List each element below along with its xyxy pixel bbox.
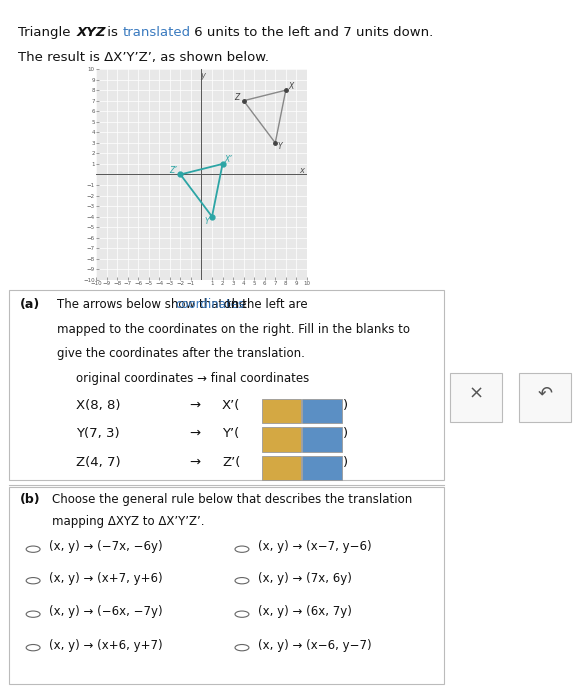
Text: XYZ: XYZ [77, 26, 106, 39]
Circle shape [26, 578, 40, 584]
Text: Z’(: Z’( [222, 455, 241, 468]
Text: mapping ΔXYZ to ΔX’Y’Z’.: mapping ΔXYZ to ΔX’Y’Z’. [53, 515, 205, 528]
Text: (b): (b) [20, 493, 40, 506]
Text: translated: translated [123, 26, 191, 39]
FancyBboxPatch shape [303, 399, 342, 423]
Text: 6 units to the left and 7 units down.: 6 units to the left and 7 units down. [190, 26, 434, 39]
Text: X’: X’ [224, 155, 232, 164]
Circle shape [26, 645, 40, 651]
Text: →: → [189, 427, 200, 440]
Text: ): ) [342, 399, 347, 412]
Text: (a): (a) [20, 298, 40, 311]
Text: coordinates: coordinates [175, 298, 244, 311]
FancyBboxPatch shape [262, 455, 301, 480]
Text: ×: × [468, 385, 484, 403]
FancyBboxPatch shape [262, 399, 301, 423]
Text: give the coordinates after the translation.: give the coordinates after the translati… [57, 347, 304, 360]
Text: Writing a rule to describe: Writing a rule to describe [47, 7, 179, 17]
Text: ↶: ↶ [537, 385, 552, 403]
Text: mapped to the coordinates on the right. Fill in the blanks to: mapped to the coordinates on the right. … [57, 323, 409, 336]
Text: X’(: X’( [222, 399, 241, 412]
Text: is: is [103, 26, 121, 39]
Text: (x, y) → (7x, 6y): (x, y) → (7x, 6y) [258, 572, 352, 585]
Text: Y: Y [277, 142, 282, 151]
Circle shape [26, 546, 40, 552]
Text: (x, y) → (x−7, y−6): (x, y) → (x−7, y−6) [258, 540, 371, 553]
Text: Z’: Z’ [169, 167, 176, 176]
Text: Y(7, 3): Y(7, 3) [76, 427, 120, 440]
FancyBboxPatch shape [519, 373, 572, 422]
Circle shape [235, 611, 249, 617]
Text: Triangle: Triangle [18, 26, 74, 39]
Text: (x, y) → (6x, 7y): (x, y) → (6x, 7y) [258, 605, 352, 618]
Text: Choose the general rule below that describes the translation: Choose the general rule below that descr… [53, 493, 412, 506]
Circle shape [235, 578, 249, 584]
Text: The arrows below show that the: The arrows below show that the [57, 298, 250, 311]
Text: Z(4, 7): Z(4, 7) [76, 455, 121, 468]
Text: on the left are: on the left are [220, 298, 307, 311]
Text: ): ) [342, 455, 347, 468]
Text: Z: Z [234, 93, 239, 102]
Text: X(8, 8): X(8, 8) [76, 399, 121, 412]
Text: (x, y) → (x+6, y+7): (x, y) → (x+6, y+7) [49, 638, 162, 652]
FancyBboxPatch shape [262, 427, 301, 452]
Text: (x, y) → (x+7, y+6): (x, y) → (x+7, y+6) [49, 572, 162, 585]
Text: Y’: Y’ [204, 217, 211, 226]
Text: x: x [299, 167, 304, 176]
Text: original coordinates → final coordinates: original coordinates → final coordinates [76, 372, 310, 385]
Text: →: → [189, 399, 200, 412]
FancyBboxPatch shape [303, 455, 342, 480]
FancyBboxPatch shape [9, 487, 444, 684]
Text: Y’(: Y’( [222, 427, 239, 440]
FancyBboxPatch shape [9, 290, 444, 480]
Text: (x, y) → (−6x, −7y): (x, y) → (−6x, −7y) [49, 605, 162, 618]
Circle shape [235, 546, 249, 552]
Text: X: X [288, 82, 293, 91]
Text: (x, y) → (−7x, −6y): (x, y) → (−7x, −6y) [49, 540, 162, 553]
Circle shape [26, 611, 40, 617]
Circle shape [235, 645, 249, 651]
Text: ∨: ∨ [20, 7, 29, 17]
Text: (x, y) → (x−6, y−7): (x, y) → (x−6, y−7) [258, 638, 371, 652]
Text: y: y [200, 71, 206, 80]
FancyBboxPatch shape [450, 373, 502, 422]
Text: ): ) [342, 427, 347, 440]
Text: The result is ΔX’Y’Z’, as shown below.: The result is ΔX’Y’Z’, as shown below. [18, 51, 269, 64]
Text: →: → [189, 455, 200, 468]
FancyBboxPatch shape [303, 427, 342, 452]
